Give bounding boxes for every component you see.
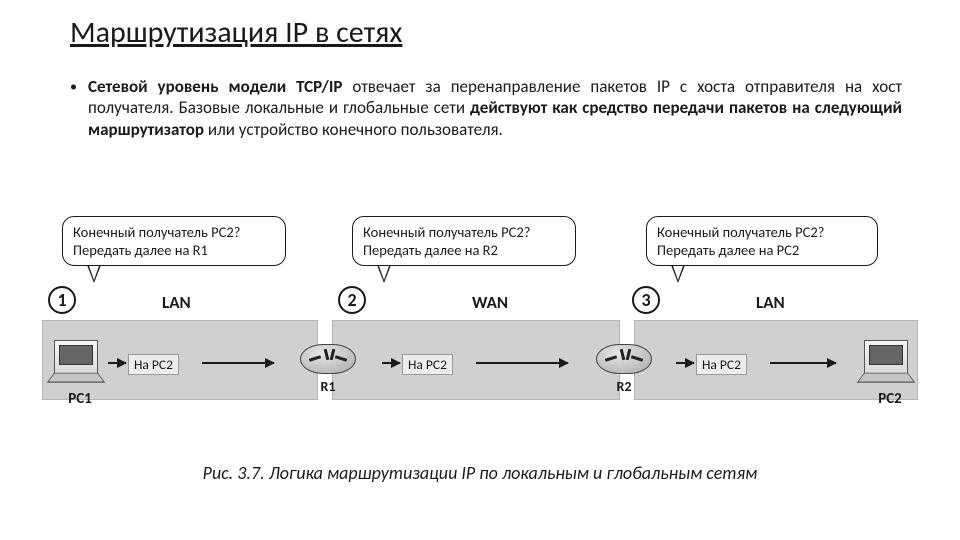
callout-3-line2: Передать далее на PC2 xyxy=(657,241,867,259)
segment-label-lan-1: LAN xyxy=(162,292,191,313)
bullet-marker: • xyxy=(70,78,77,95)
step-badge-3: 3 xyxy=(632,286,660,314)
packet-label-2: На PC2 xyxy=(402,354,453,375)
segment-label-wan: WAN xyxy=(472,292,508,313)
step-badge-1: 1 xyxy=(48,286,76,314)
body-tail: или устройство конечного пользователя. xyxy=(204,119,503,140)
callout-2-line1: Конечный получатель PC2? xyxy=(363,223,565,241)
callout-2-line2: Передать далее на R2 xyxy=(363,241,565,259)
arrow-pre-3 xyxy=(676,362,694,364)
pc2-icon: PC2 xyxy=(864,340,908,376)
arrow-2 xyxy=(476,362,568,364)
arrow-pre-1 xyxy=(108,362,126,364)
arrow-1 xyxy=(202,362,274,364)
wan-strip xyxy=(332,320,620,400)
figure-caption: Рис. 3.7. Логика маршрутизации IP по лок… xyxy=(0,462,960,484)
router-1-label: R1 xyxy=(300,378,356,395)
router-1-icon: R1 xyxy=(300,344,356,374)
router-2-icon: R2 xyxy=(596,344,652,374)
body-paragraph: Сетевой уровень модели TCP/IP отвечает з… xyxy=(88,76,902,140)
callout-3-line1: Конечный получатель PC2? xyxy=(657,223,867,241)
step-badge-2: 2 xyxy=(338,286,366,314)
packet-label-3: На PC2 xyxy=(696,354,747,375)
packet-label-1: На PC2 xyxy=(128,354,179,375)
callout-1-line1: Конечный получатель PC2? xyxy=(73,223,275,241)
callout-3: Конечный получатель PC2? Передать далее … xyxy=(646,216,878,266)
pc1-label: PC1 xyxy=(54,390,106,408)
callout-1: Конечный получатель PC2? Передать далее … xyxy=(62,216,286,266)
routing-diagram: Конечный получатель PC2? Передать далее … xyxy=(42,216,918,448)
arrow-3 xyxy=(770,362,836,364)
callout-1-line2: Передать далее на R1 xyxy=(73,241,275,259)
arrow-pre-2 xyxy=(382,362,400,364)
body-lead-bold: Сетевой уровень модели TCP/IP xyxy=(88,76,342,97)
router-2-label: R2 xyxy=(596,378,652,395)
callout-2: Конечный получатель PC2? Передать далее … xyxy=(352,216,576,266)
pc2-label: PC2 xyxy=(864,390,916,408)
segment-label-lan-2: LAN xyxy=(756,292,785,313)
pc1-icon: PC1 xyxy=(54,340,98,376)
page-title: Маршрутизация IP в сетях xyxy=(70,14,402,51)
